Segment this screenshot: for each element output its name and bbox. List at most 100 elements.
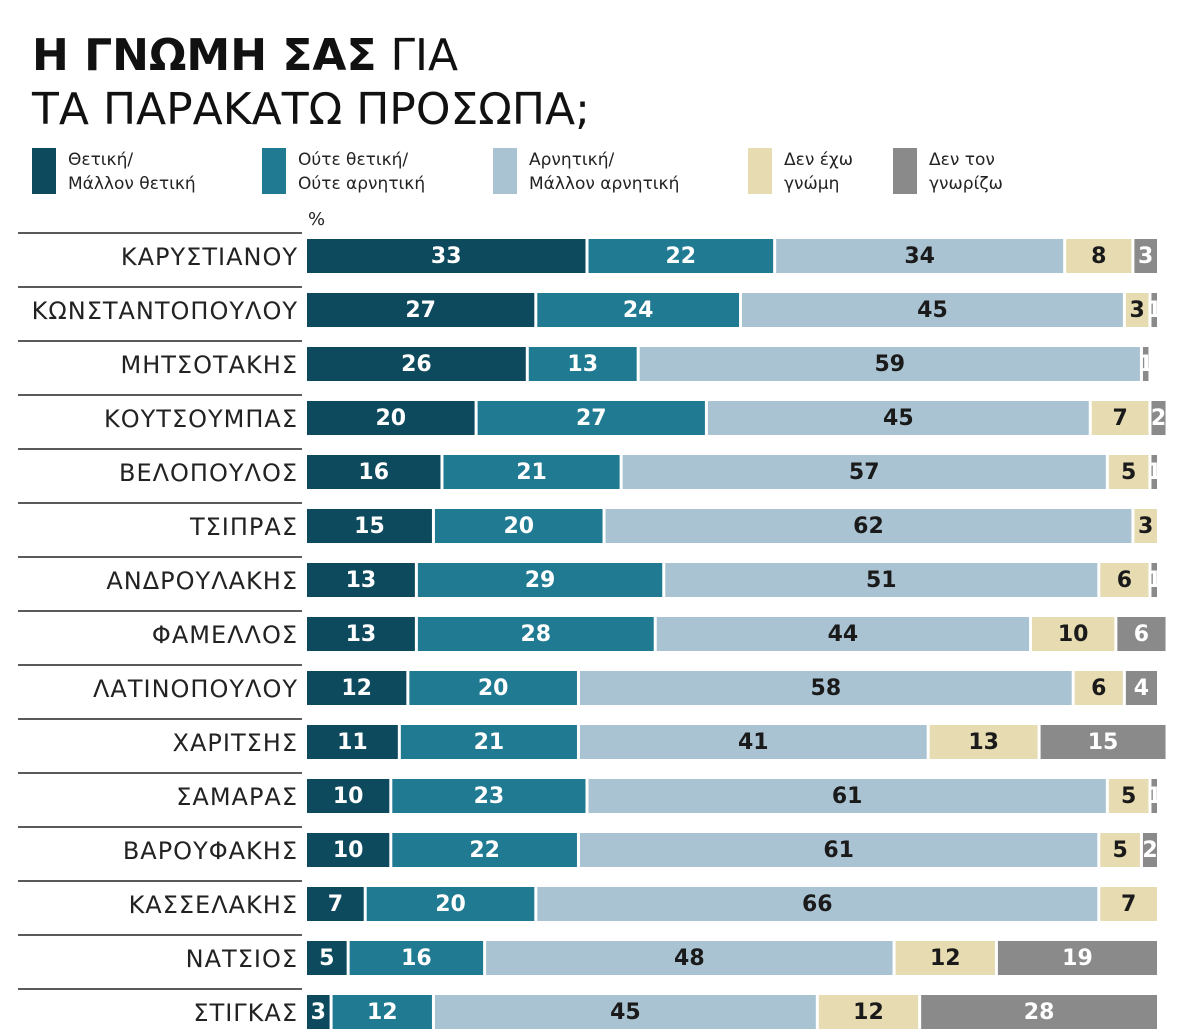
value-label: 20 bbox=[375, 406, 406, 431]
bar-segment bbox=[307, 617, 415, 651]
bar-segment bbox=[921, 995, 1157, 1029]
value-label: 20 bbox=[503, 514, 534, 539]
value-label: 20 bbox=[435, 892, 466, 917]
legend-line: Ούτε αρνητική bbox=[298, 174, 425, 194]
category-label: ΚΟΥΤΣΟΥΜΠΑΣ bbox=[104, 405, 298, 433]
bar-segment bbox=[997, 941, 1157, 975]
value-label: 27 bbox=[576, 406, 607, 431]
bar-segment bbox=[1100, 887, 1157, 921]
bar-segment bbox=[537, 293, 740, 327]
category-label: ΣΤΙΓΚΑΣ bbox=[193, 999, 298, 1027]
bar-segment bbox=[537, 887, 1098, 921]
value-label: 1 bbox=[1147, 460, 1162, 485]
bar-segment bbox=[434, 995, 816, 1029]
value-label: 66 bbox=[802, 892, 833, 917]
legend-swatch bbox=[748, 148, 772, 194]
category-label: ΝΑΤΣΙΟΣ bbox=[186, 945, 298, 973]
value-label: 33 bbox=[431, 244, 462, 269]
legend-swatch bbox=[893, 148, 917, 194]
bar-segment bbox=[307, 779, 390, 813]
value-label: 13 bbox=[567, 352, 598, 377]
value-label: 1 bbox=[1147, 784, 1162, 809]
value-label: 12 bbox=[853, 1000, 884, 1025]
bar-segment bbox=[895, 941, 995, 975]
bar-segment bbox=[307, 941, 347, 975]
value-label: 11 bbox=[337, 730, 368, 755]
title-bold: Η ΓΝΩΜΗ ΣΑΣ bbox=[32, 30, 377, 81]
bar-segment bbox=[417, 563, 663, 597]
bar-segment bbox=[818, 995, 919, 1029]
category-label: ΑΝΔΡΟΥΛΑΚΗΣ bbox=[106, 567, 298, 595]
chart-title: Η ΓΝΩΜΗ ΣΑΣ ΓΙΑ bbox=[32, 30, 458, 81]
bar-segment bbox=[639, 347, 1140, 381]
value-label: 22 bbox=[469, 838, 500, 863]
value-label: 27 bbox=[405, 298, 436, 323]
bar-segment bbox=[307, 347, 526, 381]
category-label: ΚΩΝΣΤΑΝΤΟΠΟΥΛΟΥ bbox=[32, 297, 298, 325]
value-label: 6 bbox=[1134, 622, 1149, 647]
bar-segment bbox=[1134, 239, 1157, 273]
bar-segment bbox=[332, 995, 432, 1029]
value-label: 45 bbox=[917, 298, 948, 323]
chart-title: ΤΑ ΠΑΡΑΚΑΤΩ ΠΡΟΣΩΠΑ; bbox=[31, 84, 590, 135]
bar-segment bbox=[1117, 617, 1166, 651]
value-label: 44 bbox=[828, 622, 859, 647]
bar-segment bbox=[579, 671, 1072, 705]
bar-segment bbox=[1142, 347, 1149, 381]
value-label: 12 bbox=[367, 1000, 398, 1025]
value-label: 10 bbox=[1058, 622, 1089, 647]
bar-segment bbox=[1091, 401, 1149, 435]
value-label: 10 bbox=[333, 838, 364, 863]
bar-segment bbox=[349, 941, 484, 975]
bar-segment bbox=[307, 725, 398, 759]
value-label: 61 bbox=[823, 838, 854, 863]
value-label: 41 bbox=[738, 730, 769, 755]
bar-segment bbox=[307, 995, 330, 1029]
value-label: 45 bbox=[610, 1000, 641, 1025]
value-label: 2 bbox=[1151, 406, 1166, 431]
value-label: 59 bbox=[874, 352, 905, 377]
value-label: 12 bbox=[341, 676, 372, 701]
category-label: ΣΑΜΑΡΑΣ bbox=[176, 783, 298, 811]
bar-segment bbox=[605, 509, 1132, 543]
value-label: 7 bbox=[328, 892, 343, 917]
bar-segment bbox=[1151, 779, 1157, 813]
value-label: 1 bbox=[1147, 298, 1162, 323]
bar-segment bbox=[929, 725, 1038, 759]
category-label: ΜΗΤΣΟΤΑΚΗΣ bbox=[121, 351, 299, 379]
legend-line: γνωρίζω bbox=[929, 174, 1003, 194]
legend-line: Μάλλον αρνητική bbox=[529, 174, 679, 194]
value-label: 57 bbox=[849, 460, 880, 485]
value-label: 5 bbox=[1121, 460, 1136, 485]
bar-segment bbox=[392, 779, 586, 813]
value-label: 1 bbox=[1138, 352, 1153, 377]
category-label: ΤΣΙΠΡΑΣ bbox=[189, 513, 298, 541]
legend-swatch bbox=[262, 148, 286, 194]
legend-line: Αρνητική/ bbox=[529, 150, 614, 170]
bar-segment bbox=[588, 779, 1106, 813]
value-label: 51 bbox=[866, 568, 897, 593]
value-label: 28 bbox=[520, 622, 551, 647]
legend-line: γνώμη bbox=[784, 174, 839, 194]
value-label: 26 bbox=[401, 352, 432, 377]
value-label: 21 bbox=[516, 460, 547, 485]
value-label: 23 bbox=[474, 784, 505, 809]
value-label: 8 bbox=[1091, 244, 1106, 269]
bar-segment bbox=[307, 671, 407, 705]
bar-segment bbox=[1125, 293, 1149, 327]
bar-segment bbox=[742, 293, 1123, 327]
bar-segment bbox=[307, 239, 586, 273]
value-label: 58 bbox=[811, 676, 842, 701]
legend-swatch bbox=[32, 148, 56, 194]
value-label: 61 bbox=[832, 784, 863, 809]
category-label: ΒΕΛΟΠΟΥΛΟΣ bbox=[119, 459, 298, 487]
category-label: ΒΑΡΟΥΦΑΚΗΣ bbox=[123, 837, 298, 865]
value-label: 7 bbox=[1112, 406, 1127, 431]
value-label: 16 bbox=[401, 946, 432, 971]
bar-segment bbox=[392, 833, 577, 867]
legend-label: Δεν τον γνωρίζω bbox=[929, 150, 1003, 194]
bar-segment bbox=[443, 455, 620, 489]
bar-segment bbox=[486, 941, 893, 975]
legend-label: Θετική/Μάλλον θετική bbox=[68, 150, 196, 194]
